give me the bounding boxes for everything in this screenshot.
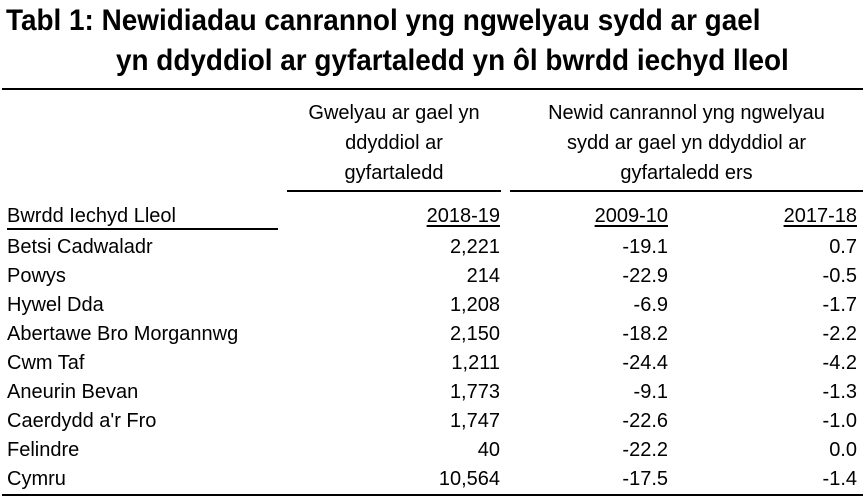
column-header-board-rule <box>7 228 278 230</box>
cell-board: Abertawe Bro Morgannwg <box>7 323 239 345</box>
cell-change-2009-10: -9.1 <box>633 381 668 403</box>
column-header-2017-18: 2017-18 <box>783 205 857 227</box>
cell-board: Powys <box>7 265 66 287</box>
cell-board: Hywel Dda <box>7 294 104 316</box>
column-header-board: Bwrdd Iechyd Lleol <box>7 205 176 227</box>
cell-change-2017-18: -1.7 <box>822 294 857 316</box>
cell-board: Cymru <box>7 468 66 490</box>
group-header-beds-line-3: gyfartaledd <box>344 162 444 184</box>
group-header-change-rule <box>510 190 863 192</box>
cell-beds: 2,221 <box>449 236 500 258</box>
cell-beds: 1,773 <box>449 381 500 403</box>
cell-change-2009-10: -18.2 <box>622 323 668 345</box>
cell-change-2017-18: 0.7 <box>829 236 857 258</box>
cell-change-2009-10: -22.9 <box>622 265 668 287</box>
cell-beds: 1,211 <box>451 352 500 374</box>
column-header-2009-10: 2009-10 <box>594 205 668 227</box>
cell-beds: 40 <box>477 439 500 461</box>
cell-change-2017-18: -1.3 <box>822 381 857 403</box>
cell-board: Felindre <box>7 439 80 461</box>
cell-change-2017-18: 0.0 <box>829 439 857 461</box>
group-header-beds-line-2: ddyddiol ar <box>345 132 443 154</box>
cell-change-2009-10: -6.9 <box>633 294 668 316</box>
group-header-beds-line-1: Gwelyau ar gael yn <box>308 102 480 124</box>
cell-change-2017-18: -4.2 <box>822 352 857 374</box>
cell-beds: 10,564 <box>438 468 500 490</box>
cell-beds: 1,747 <box>449 410 500 432</box>
cell-board: Caerdydd a'r Fro <box>7 410 157 432</box>
cell-change-2017-18: -1.0 <box>822 410 857 432</box>
cell-change-2009-10: -19.1 <box>622 236 668 258</box>
cell-beds: 2,150 <box>449 323 500 345</box>
cell-change-2009-10: -22.2 <box>622 439 668 461</box>
bottom-rule <box>2 494 863 496</box>
group-header-beds-rule <box>287 190 501 192</box>
cell-change-2009-10: -24.4 <box>622 352 668 374</box>
table-title-line-2: yn ddyddiol ar gyfartaledd yn ôl bwrdd i… <box>116 44 789 77</box>
table-title-line-1: Tabl 1: Newidiadau canrannol yng ngwelya… <box>6 4 761 37</box>
group-header-change-line-2: sydd ar gael yn ddyddiol ar <box>566 132 807 154</box>
cell-change-2017-18: -1.4 <box>822 468 857 490</box>
cell-change-2017-18: -0.5 <box>822 265 857 287</box>
cell-board: Cwm Taf <box>7 352 85 374</box>
cell-board: Betsi Cadwaladr <box>7 236 153 258</box>
group-header-change-line-3: gyfartaledd ers <box>620 162 753 184</box>
cell-beds: 1,208 <box>449 294 500 316</box>
column-header-2018-19: 2018-19 <box>426 205 500 227</box>
cell-beds: 214 <box>466 265 500 287</box>
cell-board: Aneurin Bevan <box>7 381 139 403</box>
cell-change-2009-10: -17.5 <box>622 468 668 490</box>
top-rule <box>2 88 863 90</box>
cell-change-2017-18: -2.2 <box>822 323 857 345</box>
group-header-change-line-1: Newid canrannol yng ngwelyau <box>548 102 825 124</box>
cell-change-2009-10: -22.6 <box>622 410 668 432</box>
